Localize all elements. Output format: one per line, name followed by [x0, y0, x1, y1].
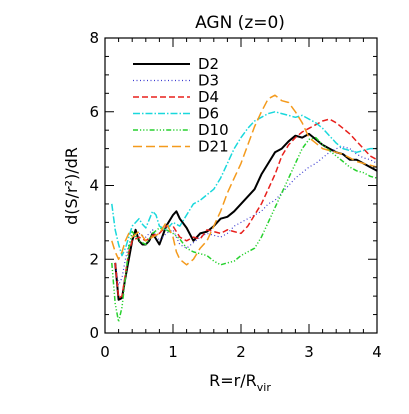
legend-label-d21: D21	[198, 138, 229, 156]
x-axis-title-subscript: vir	[257, 381, 272, 394]
series-line-d2	[114, 132, 378, 301]
x-tick-label: 2	[236, 343, 246, 361]
plot-frame	[104, 37, 378, 334]
legend-label-d3: D3	[198, 72, 219, 90]
x-tick-label: 3	[304, 343, 314, 361]
y-axis-title: d(S/r²)/dR	[62, 147, 81, 225]
series-line-d3	[114, 146, 378, 286]
series-line-d6	[111, 111, 377, 257]
y-tick-label: 8	[89, 29, 99, 47]
y-tick-label: 4	[89, 177, 99, 195]
y-tick-label: 0	[89, 324, 99, 342]
chart-title: AGN (z=0)	[195, 13, 285, 33]
x-tick-label: 0	[100, 343, 110, 361]
x-tick-label: 1	[168, 343, 178, 361]
legend-label-d4: D4	[198, 88, 219, 106]
series-line-d10	[111, 136, 378, 323]
y-tick-label: 2	[89, 250, 99, 268]
legend-label-d2: D2	[198, 55, 219, 73]
x-tick-label: 4	[372, 343, 382, 361]
legend-label-d10: D10	[198, 121, 229, 139]
x-axis-title: R=r/Rvir	[209, 371, 271, 394]
y-tick-label: 6	[89, 103, 99, 121]
x-axis-title-main: R=r/R	[209, 371, 257, 390]
series-line-d21	[111, 94, 378, 266]
legend-label-d6: D6	[198, 105, 219, 123]
